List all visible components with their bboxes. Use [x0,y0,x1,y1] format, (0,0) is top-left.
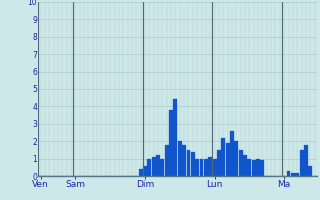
Bar [212,159,217,176]
Bar [308,166,312,176]
Bar [191,152,195,176]
Bar [173,99,177,176]
Bar [252,160,256,176]
Bar [169,110,173,176]
Bar [260,160,264,176]
Bar [187,150,190,176]
Bar [204,159,208,176]
Bar [200,159,204,176]
Bar [143,166,147,176]
Bar [256,159,260,176]
Bar [304,145,308,176]
Bar [165,145,169,176]
Bar [156,155,160,176]
Bar [208,157,212,176]
Bar [287,171,291,176]
Bar [295,173,299,176]
Bar [148,159,151,176]
Bar [178,141,182,176]
Bar [234,141,238,176]
Bar [217,150,221,176]
Bar [239,150,243,176]
Bar [230,131,234,176]
Bar [291,173,295,176]
Bar [139,169,143,176]
Bar [152,157,156,176]
Bar [247,159,251,176]
Bar [182,145,186,176]
Bar [195,159,199,176]
Bar [300,150,304,176]
Bar [243,155,247,176]
Bar [221,138,225,176]
Bar [160,159,164,176]
Bar [226,143,229,176]
